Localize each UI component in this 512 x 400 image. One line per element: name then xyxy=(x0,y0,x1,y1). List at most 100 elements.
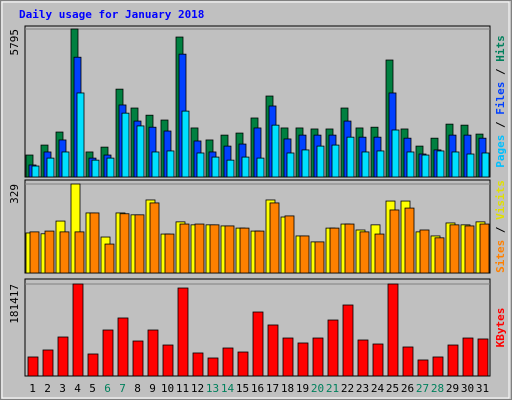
y-tick-label: 5795 xyxy=(8,29,21,56)
bar xyxy=(346,136,355,178)
bar xyxy=(57,336,69,377)
bar xyxy=(284,215,295,274)
bar xyxy=(76,92,85,178)
bar xyxy=(451,151,460,178)
chart-title: Daily usage for January 2018 xyxy=(19,8,204,21)
x-tick-label: 12 xyxy=(191,382,204,395)
bar xyxy=(419,229,430,274)
bar xyxy=(211,156,220,178)
bar xyxy=(267,324,279,377)
bar xyxy=(29,231,40,274)
bar xyxy=(269,202,280,274)
bar xyxy=(404,207,415,274)
bar xyxy=(312,337,324,377)
bar xyxy=(282,337,294,377)
bar xyxy=(374,233,385,274)
bar xyxy=(179,223,190,274)
y-tick-label: 329 xyxy=(8,184,21,204)
bar xyxy=(391,129,400,178)
bar xyxy=(447,344,459,377)
x-tick-label: 14 xyxy=(221,382,235,395)
bar xyxy=(226,159,235,178)
bar xyxy=(102,329,114,377)
x-tick-label: 21 xyxy=(326,382,339,395)
bar xyxy=(192,352,204,377)
bar xyxy=(87,353,99,377)
bar xyxy=(316,145,325,178)
bar xyxy=(286,152,295,178)
legend-entry: Sites xyxy=(494,240,507,273)
bar xyxy=(297,342,309,377)
bar xyxy=(106,157,115,178)
bar xyxy=(162,344,174,377)
bar xyxy=(436,150,445,178)
x-tick-label: 16 xyxy=(251,382,264,395)
bar xyxy=(241,156,250,178)
bar xyxy=(342,304,354,377)
x-tick-label: 10 xyxy=(161,382,174,395)
bar xyxy=(329,227,340,274)
x-tick-label: 9 xyxy=(149,382,156,395)
legend: Sites / Visits xyxy=(494,180,507,273)
bar xyxy=(44,230,55,274)
bar xyxy=(91,159,100,178)
x-tick-label: 13 xyxy=(206,382,219,395)
bar xyxy=(194,223,205,274)
bar xyxy=(271,124,280,178)
legend-separator: / xyxy=(494,220,507,240)
bar xyxy=(237,351,249,377)
bar xyxy=(239,227,250,274)
bar xyxy=(464,225,475,274)
x-tick-label: 22 xyxy=(341,382,354,395)
x-tick-label: 23 xyxy=(356,382,369,395)
legend-entry: KBytes xyxy=(494,308,507,348)
bar xyxy=(434,237,445,274)
bar xyxy=(402,346,414,377)
bar xyxy=(72,283,84,377)
bar xyxy=(331,144,340,178)
bar xyxy=(27,356,39,377)
bar xyxy=(46,157,55,178)
x-tick-label: 7 xyxy=(119,382,126,395)
bar xyxy=(207,357,219,377)
legend-entry: Files xyxy=(494,82,507,115)
x-tick-label: 6 xyxy=(104,382,111,395)
bar xyxy=(406,151,415,178)
bar xyxy=(432,356,444,377)
bar xyxy=(119,213,130,274)
bar xyxy=(42,349,54,377)
legend-entry: Visits xyxy=(494,180,507,220)
x-tick-label: 30 xyxy=(461,382,474,395)
x-tick-label: 20 xyxy=(311,382,324,395)
bar xyxy=(134,214,145,274)
bar xyxy=(177,287,189,377)
x-tick-label: 25 xyxy=(386,382,399,395)
bar xyxy=(417,359,429,377)
bar xyxy=(299,235,310,274)
bar xyxy=(222,347,234,377)
x-tick-label: 28 xyxy=(431,382,444,395)
bar xyxy=(164,233,175,274)
bar xyxy=(136,125,145,178)
x-tick-label: 27 xyxy=(416,382,429,395)
legend: Pages / Files / Hits xyxy=(494,35,507,168)
bar xyxy=(357,339,369,377)
x-tick-label: 2 xyxy=(44,382,51,395)
x-tick-label: 3 xyxy=(59,382,66,395)
bar xyxy=(209,224,220,274)
bar xyxy=(151,151,160,178)
bar xyxy=(104,243,115,274)
x-tick-label: 29 xyxy=(446,382,459,395)
bar xyxy=(89,212,100,274)
x-tick-label: 18 xyxy=(281,382,294,395)
bar xyxy=(121,112,130,178)
x-tick-label: 17 xyxy=(266,382,279,395)
bar xyxy=(449,224,460,274)
bar xyxy=(481,152,490,178)
bar xyxy=(59,231,70,274)
x-tick-label: 15 xyxy=(236,382,249,395)
bar xyxy=(61,151,70,178)
bar xyxy=(301,149,310,178)
